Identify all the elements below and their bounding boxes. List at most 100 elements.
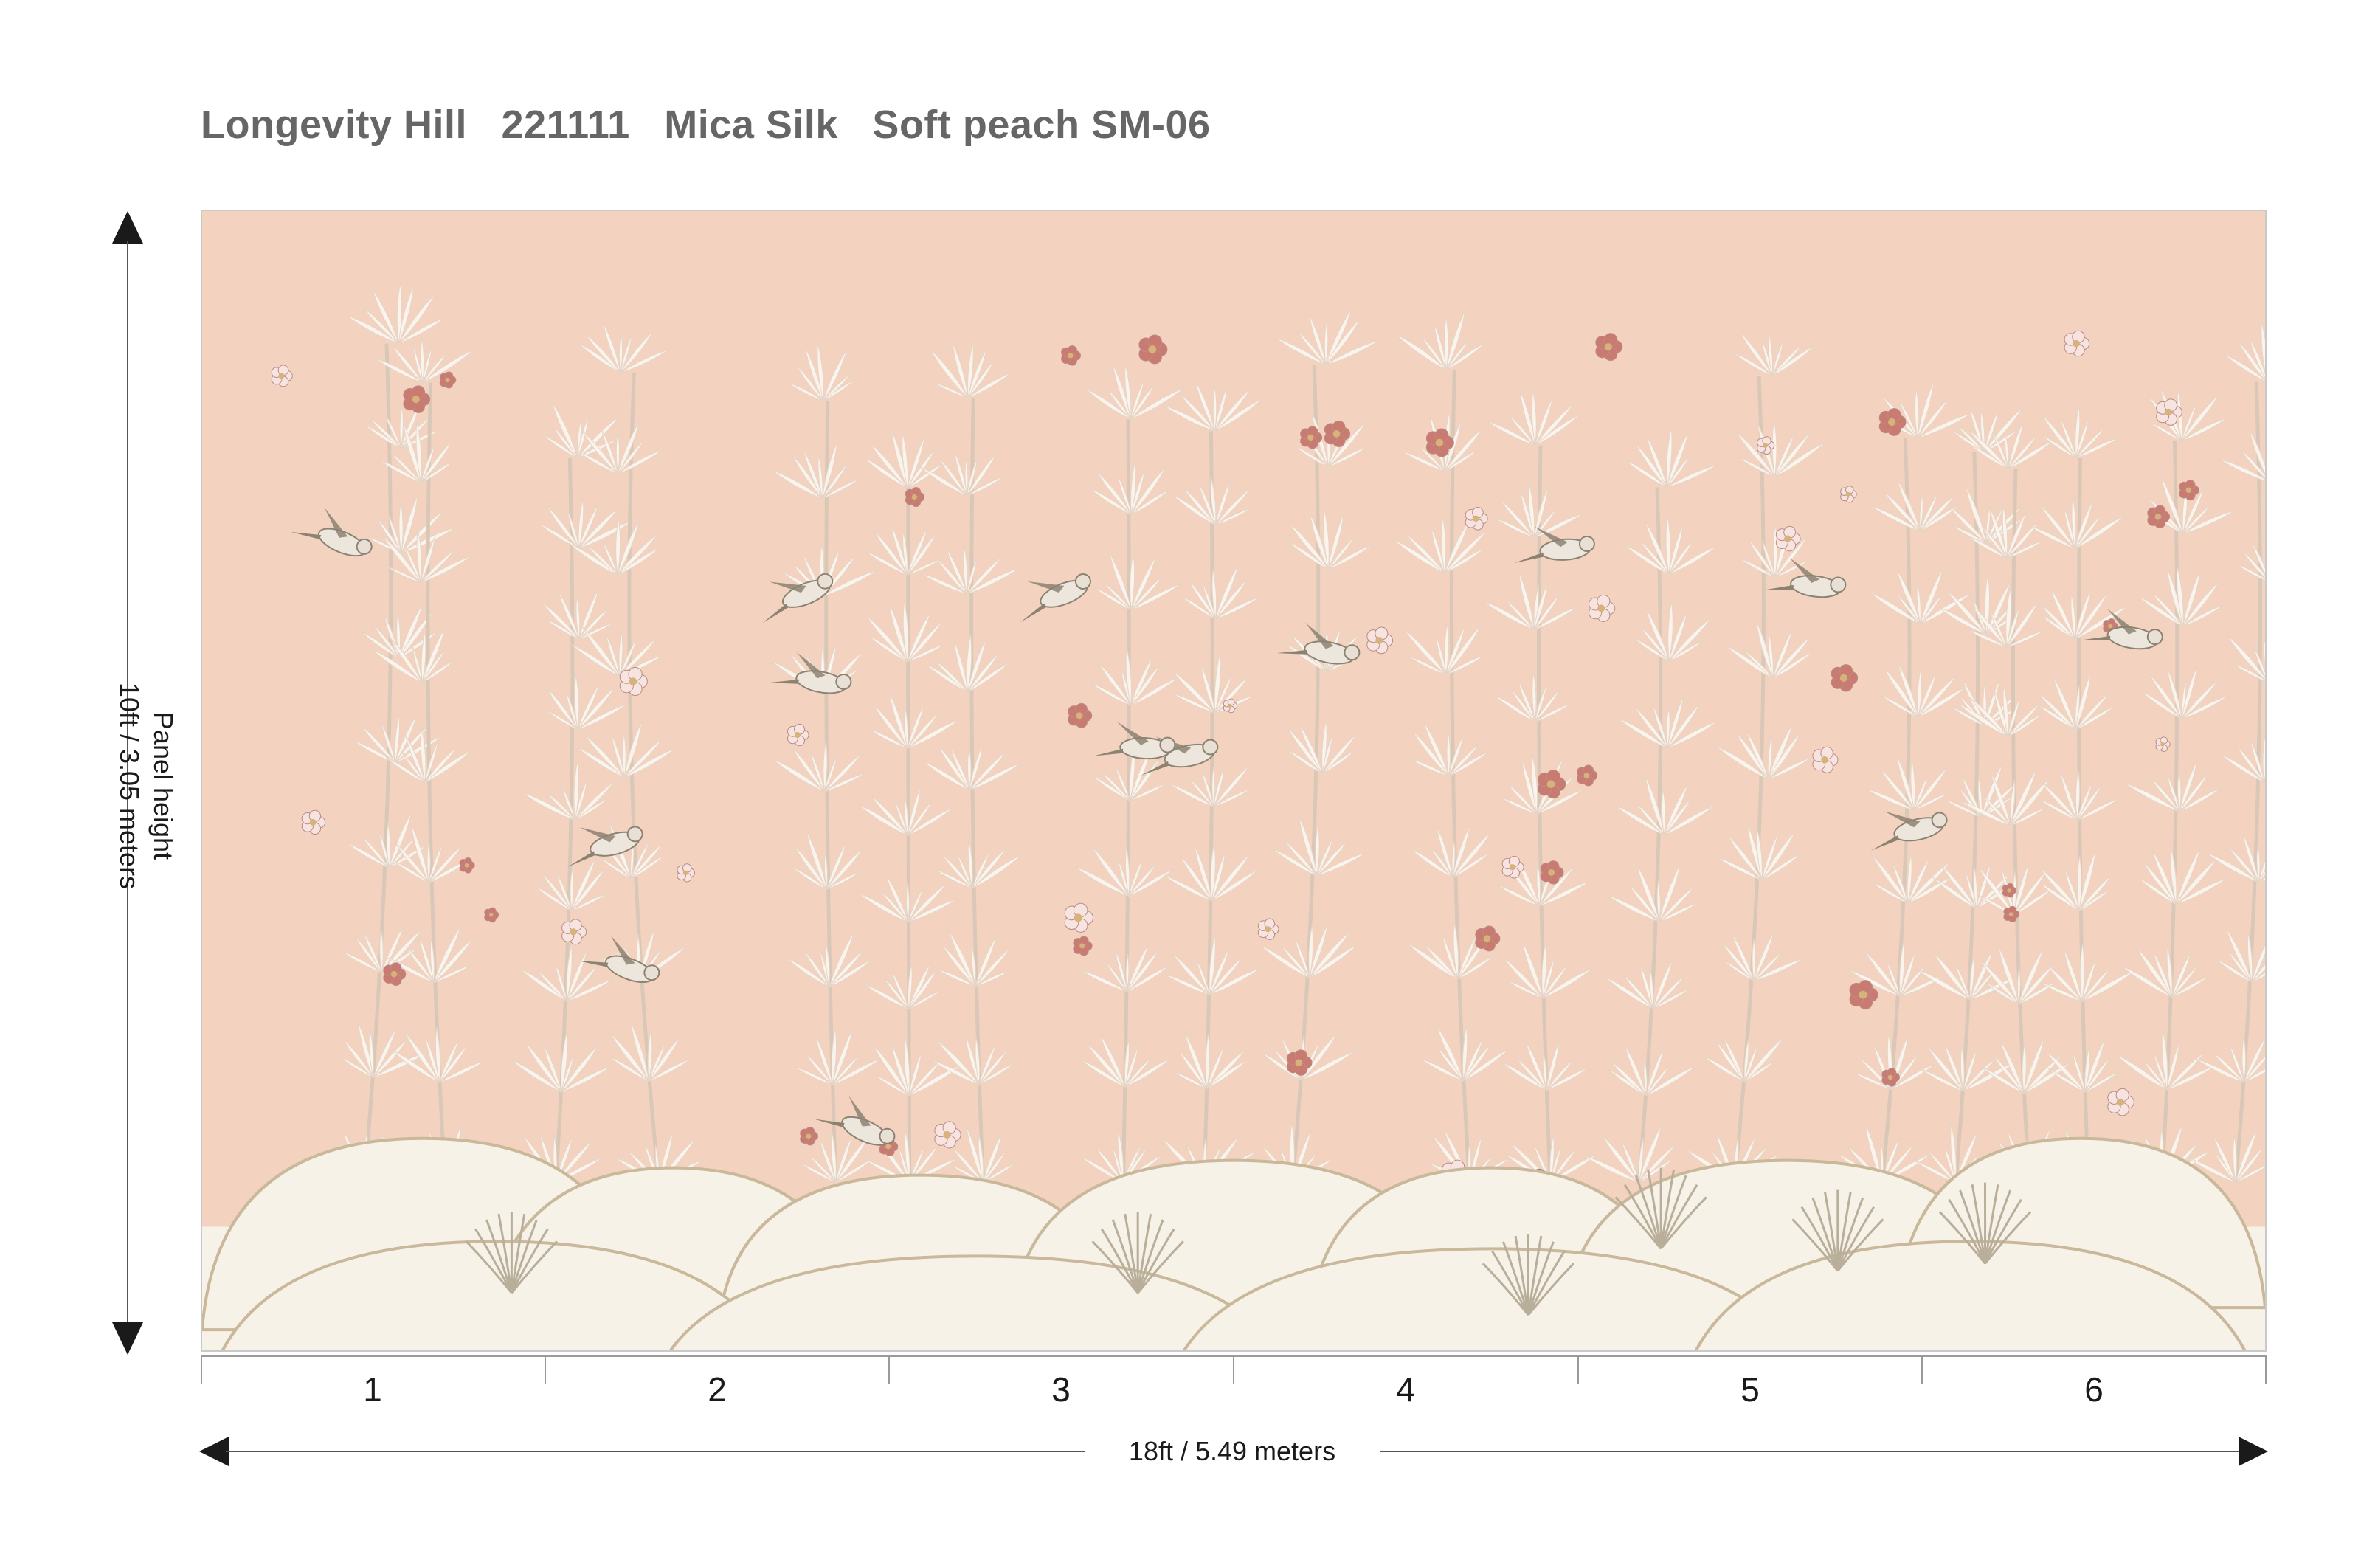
blossom xyxy=(2003,905,2020,923)
leaf-cluster xyxy=(1725,621,1814,679)
leaf-cluster xyxy=(2137,846,2228,905)
blossom xyxy=(2147,505,2171,528)
blossom xyxy=(1061,345,1081,366)
bamboo-stem xyxy=(1583,426,1718,1184)
height-value-text: 10ft / 3.05 meters xyxy=(114,682,145,890)
hill xyxy=(1694,1240,2247,1350)
leaf-cluster xyxy=(2188,1128,2265,1184)
leaf-cluster xyxy=(609,1022,692,1082)
bird xyxy=(2080,608,2163,650)
panel-height-text: Panel height xyxy=(148,711,179,860)
blossom xyxy=(1223,698,1238,714)
leaf-cluster xyxy=(381,528,471,584)
leaf-cluster xyxy=(2219,429,2265,482)
blossom xyxy=(271,365,293,387)
leaf-cluster xyxy=(1870,479,1960,532)
leaf-cluster xyxy=(2039,769,2120,821)
leaf-cluster xyxy=(1080,943,1170,992)
leaf-cluster xyxy=(1271,815,1366,877)
leaf-cluster xyxy=(542,401,620,459)
leaf-cluster xyxy=(519,944,614,1002)
grass-tuft xyxy=(1791,1189,1884,1272)
blossom xyxy=(1475,925,1501,952)
leaf-cluster xyxy=(1721,931,1805,981)
blossom xyxy=(2156,398,2182,426)
leaf-cluster xyxy=(791,831,863,890)
leaf-cluster xyxy=(2028,496,2125,550)
leaf-cluster xyxy=(1287,719,1358,774)
blossom xyxy=(459,857,475,874)
leaf-cluster xyxy=(936,930,1011,987)
leaf-cluster xyxy=(1085,363,1185,420)
leaf-cluster xyxy=(1074,846,1175,897)
leaf-cluster xyxy=(2036,672,2115,731)
blossom xyxy=(1073,936,1093,956)
leaf-cluster xyxy=(2205,833,2265,883)
blossom xyxy=(905,487,925,508)
leaf-cluster xyxy=(787,342,855,401)
leaf-cluster xyxy=(378,422,454,483)
leaf-cluster xyxy=(2039,850,2112,911)
blossom xyxy=(1840,486,1857,503)
leaf-cluster xyxy=(930,1035,1016,1085)
leaf-cluster xyxy=(2039,587,2129,640)
leaf-cluster xyxy=(2120,945,2209,998)
blossom xyxy=(1501,855,1524,879)
leaf-cluster xyxy=(568,517,661,576)
blossom xyxy=(787,723,809,747)
leaf-cluster xyxy=(2216,928,2265,983)
leaf-cluster xyxy=(1716,823,1802,881)
bird xyxy=(1763,558,1847,598)
blossom xyxy=(1878,408,1907,436)
bird xyxy=(567,826,643,868)
leaf-cluster xyxy=(1606,863,1698,922)
white-hills xyxy=(202,1136,2265,1350)
leaf-cluster xyxy=(375,337,474,384)
bird xyxy=(768,652,852,694)
leaf-cluster xyxy=(1482,571,1578,631)
blossom xyxy=(1465,506,1488,531)
arrow-right-head xyxy=(2239,1437,2268,1466)
blossom xyxy=(1366,626,1394,655)
blossom xyxy=(383,962,407,987)
leaf-cluster xyxy=(2140,666,2230,719)
blossom xyxy=(403,385,431,413)
leaf-cluster xyxy=(1583,1124,1676,1184)
leaf-cluster xyxy=(1981,1037,2072,1094)
blossom xyxy=(301,809,326,835)
leaf-cluster xyxy=(385,727,472,784)
bamboo-stem xyxy=(2188,321,2265,1184)
leaf-cluster xyxy=(1623,515,1718,575)
blossom xyxy=(619,666,648,697)
leaf-cluster xyxy=(1865,755,1949,811)
leaf-cluster xyxy=(2041,405,2120,459)
leaf-cluster xyxy=(521,760,615,821)
leaf-cluster xyxy=(1881,663,1967,718)
blossom xyxy=(1881,1068,1900,1087)
blossom xyxy=(800,1127,818,1146)
blossom xyxy=(934,1121,961,1149)
bird xyxy=(814,1096,896,1146)
leaf-cluster xyxy=(1287,508,1373,570)
leaf-cluster xyxy=(1410,722,1490,777)
leaf-cluster xyxy=(857,874,958,923)
grass-tuft xyxy=(1938,1182,2032,1265)
leaf-cluster xyxy=(1274,308,1380,365)
blossom xyxy=(1068,702,1093,728)
leaf-cluster xyxy=(786,932,873,988)
blossom xyxy=(1425,428,1454,457)
leaf-cluster xyxy=(2044,1038,2119,1093)
leaf-cluster xyxy=(1079,1034,1172,1088)
blossom xyxy=(2155,736,2171,753)
leaf-cluster xyxy=(863,963,941,1009)
leaf-cluster xyxy=(1633,601,1712,662)
bird xyxy=(1276,622,1361,665)
leaf-cluster xyxy=(345,283,446,345)
bird xyxy=(1870,811,1948,851)
leaf-cluster xyxy=(800,1129,874,1184)
leaf-cluster xyxy=(1960,769,2051,826)
leaf-cluster xyxy=(511,1030,612,1093)
leaf-cluster xyxy=(1163,841,1259,902)
blossom xyxy=(1595,333,1623,362)
leaf-cluster xyxy=(1093,552,1182,611)
